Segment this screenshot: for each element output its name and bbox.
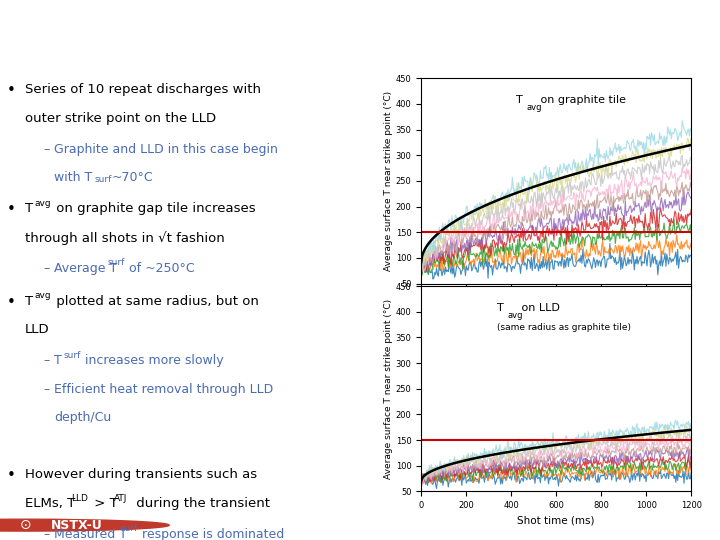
Text: •: • [7,83,16,98]
Text: surf: surf [121,524,138,534]
Text: > T: > T [90,497,118,510]
Text: Graphite and LLD in this case begin: Graphite and LLD in this case begin [54,143,278,156]
Text: avg: avg [35,199,51,208]
Text: on LLD and graphite tile at equal radii suggests that: on LLD and graphite tile at equal radii … [133,19,671,38]
Text: –: – [43,383,50,396]
Text: outer strike point on the LLD: outer strike point on the LLD [25,112,216,125]
Text: •: • [7,469,16,483]
Text: surf: surf [94,174,112,184]
Text: –: – [43,143,50,156]
Text: T: T [516,94,523,105]
Y-axis label: Average surface T near strike point (°C): Average surface T near strike point (°C) [384,299,393,479]
Text: response is dominated: response is dominated [138,528,284,540]
Text: on graphite tile: on graphite tile [537,94,626,105]
Text: T: T [54,354,62,367]
Text: ELMs, T: ELMs, T [25,497,76,510]
Text: Average T: Average T [14,19,116,38]
Text: However during transients such as: However during transients such as [25,469,257,482]
Text: surf: surf [63,350,81,360]
Text: LLD: LLD [71,494,88,503]
Text: ATJ: ATJ [114,494,127,503]
Text: (same radius as graphite tile): (same radius as graphite tile) [497,323,631,332]
Text: •: • [7,295,16,309]
Text: –: – [43,262,50,275]
Text: surf: surf [107,258,125,267]
Text: –: – [43,528,50,540]
Text: through all shots in √t fashion: through all shots in √t fashion [25,231,225,245]
Text: Average T: Average T [54,262,117,275]
Y-axis label: Average surface T near strike point (°C): Average surface T near strike point (°C) [384,91,393,271]
Text: NSTX-U: NSTX-U [50,518,102,532]
Circle shape [0,517,227,534]
Text: avg: avg [508,311,523,320]
Text: of ~250°C: of ~250°C [125,262,194,275]
Text: on LLD: on LLD [518,302,560,313]
Text: during the transient: during the transient [132,497,271,510]
Text: plotted at same radius, but on: plotted at same radius, but on [52,295,258,308]
Text: Series of 10 repeat discharges with: Series of 10 repeat discharges with [25,83,261,97]
Text: avg: avg [35,291,51,300]
Text: is reduced due to improved heat removal through the LLD Cu: is reduced due to improved heat removal … [59,55,687,73]
Text: surf: surf [107,30,132,39]
Text: PAC 31 – Lithium Research, C.H. Skinner [4/19/2012]: PAC 31 – Lithium Research, C.H. Skinner … [213,520,507,530]
Text: T: T [25,202,33,215]
Text: on graphite gap tile increases: on graphite gap tile increases [52,202,256,215]
Text: LLD: LLD [25,323,50,336]
X-axis label: Shot time (ms): Shot time (ms) [518,516,595,525]
Text: increases more slowly: increases more slowly [81,354,223,367]
Text: Measured T: Measured T [54,528,127,540]
Text: •: • [7,202,16,217]
Text: –: – [43,354,50,367]
Text: T: T [497,302,503,313]
Text: T: T [25,295,33,308]
Text: depth/Cu: depth/Cu [54,411,112,424]
Text: avg: avg [526,103,542,112]
Circle shape [0,519,169,531]
Text: ~70°C: ~70°C [112,171,153,185]
Text: ⊙: ⊙ [19,518,31,532]
Text: surf: surf [35,65,60,75]
Text: Efficient heat removal through LLD: Efficient heat removal through LLD [54,383,274,396]
Text: with T: with T [54,171,92,185]
Text: T: T [14,55,27,73]
